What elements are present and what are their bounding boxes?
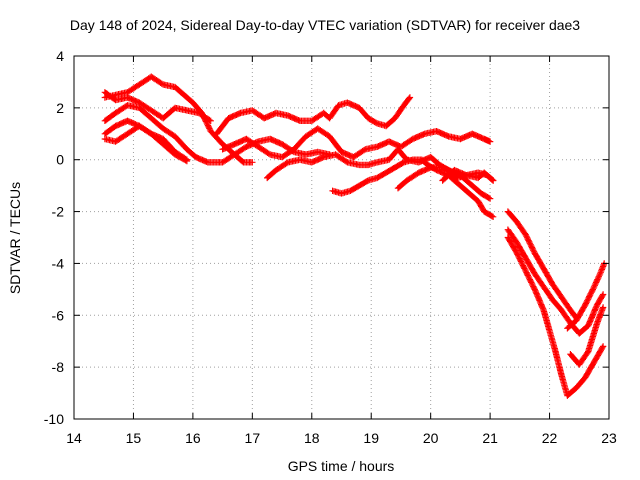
x-tick-label: 15 bbox=[126, 430, 142, 446]
data-marks-track-15 bbox=[567, 304, 607, 368]
x-tick-label: 20 bbox=[423, 430, 439, 446]
x-tick-label: 23 bbox=[601, 430, 617, 446]
y-tick-label: 4 bbox=[56, 48, 64, 64]
marks-layer bbox=[101, 73, 608, 399]
series-track-16 bbox=[564, 260, 608, 332]
plot-frame bbox=[73, 55, 610, 420]
y-tick-label: -10 bbox=[44, 411, 64, 427]
y-tick-label: 0 bbox=[56, 152, 64, 168]
series-track-5 bbox=[101, 122, 191, 165]
x-tick-label: 17 bbox=[245, 430, 261, 446]
series-track-11 bbox=[439, 166, 497, 184]
data-marks-track-13 bbox=[504, 226, 607, 337]
data-marks-track-2 bbox=[101, 89, 214, 124]
data-marks-track-11 bbox=[439, 166, 497, 184]
y-tick-label: -2 bbox=[52, 204, 65, 220]
series-track-12 bbox=[504, 208, 580, 322]
x-tick-label: 21 bbox=[482, 430, 498, 446]
series-track-7 bbox=[219, 125, 494, 161]
x-tick-label: 16 bbox=[185, 430, 201, 446]
series-track-14 bbox=[504, 234, 607, 399]
y-tick-label: -4 bbox=[52, 255, 65, 271]
ticks-layer bbox=[73, 55, 610, 420]
series-track-13 bbox=[504, 226, 607, 337]
data-marks-track-6 bbox=[213, 94, 414, 137]
data-marks-track-16 bbox=[564, 260, 608, 332]
data-marks-track-5 bbox=[101, 122, 191, 165]
chart-title: Day 148 of 2024, Sidereal Day-to-day VTE… bbox=[70, 17, 580, 33]
x-tick-label: 22 bbox=[542, 430, 558, 446]
series-track-2 bbox=[101, 89, 214, 124]
x-tick-label: 18 bbox=[304, 430, 320, 446]
x-tick-label: 19 bbox=[363, 430, 379, 446]
data-marks-track-3 bbox=[101, 102, 333, 166]
y-axis-label: SDTVAR / TECUs bbox=[7, 182, 23, 294]
series-track-3 bbox=[101, 102, 333, 166]
data-marks-track-14 bbox=[504, 234, 607, 399]
series-track-15 bbox=[567, 304, 607, 368]
series-track-6 bbox=[213, 94, 414, 137]
x-tick-label: 14 bbox=[66, 430, 82, 446]
data-marks-track-12 bbox=[504, 208, 580, 322]
data-marks-track-7 bbox=[219, 125, 494, 161]
y-tick-label: -8 bbox=[52, 359, 65, 375]
x-axis-label: GPS time / hours bbox=[288, 458, 395, 474]
y-tick-label: -6 bbox=[52, 307, 65, 323]
y-tick-label: 2 bbox=[56, 100, 64, 116]
